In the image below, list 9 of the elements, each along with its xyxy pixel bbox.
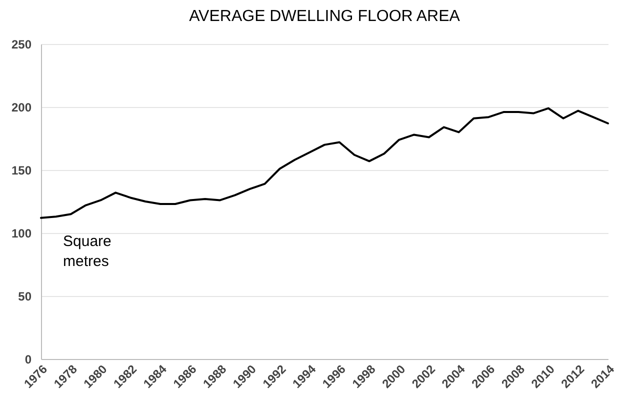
y-tick-label: 150: [11, 164, 32, 178]
y-tick-label: 0: [24, 352, 32, 366]
y-tick-label: 100: [11, 226, 32, 240]
y-tick-label: 50: [18, 290, 32, 304]
chart-title: AVERAGE DWELLING FLOOR AREA: [189, 8, 460, 25]
y-axis-title: Square metres: [63, 233, 112, 270]
line-series: [40, 107, 609, 219]
y-tick-label: 200: [11, 100, 32, 114]
y-tick-label: 250: [11, 38, 32, 52]
